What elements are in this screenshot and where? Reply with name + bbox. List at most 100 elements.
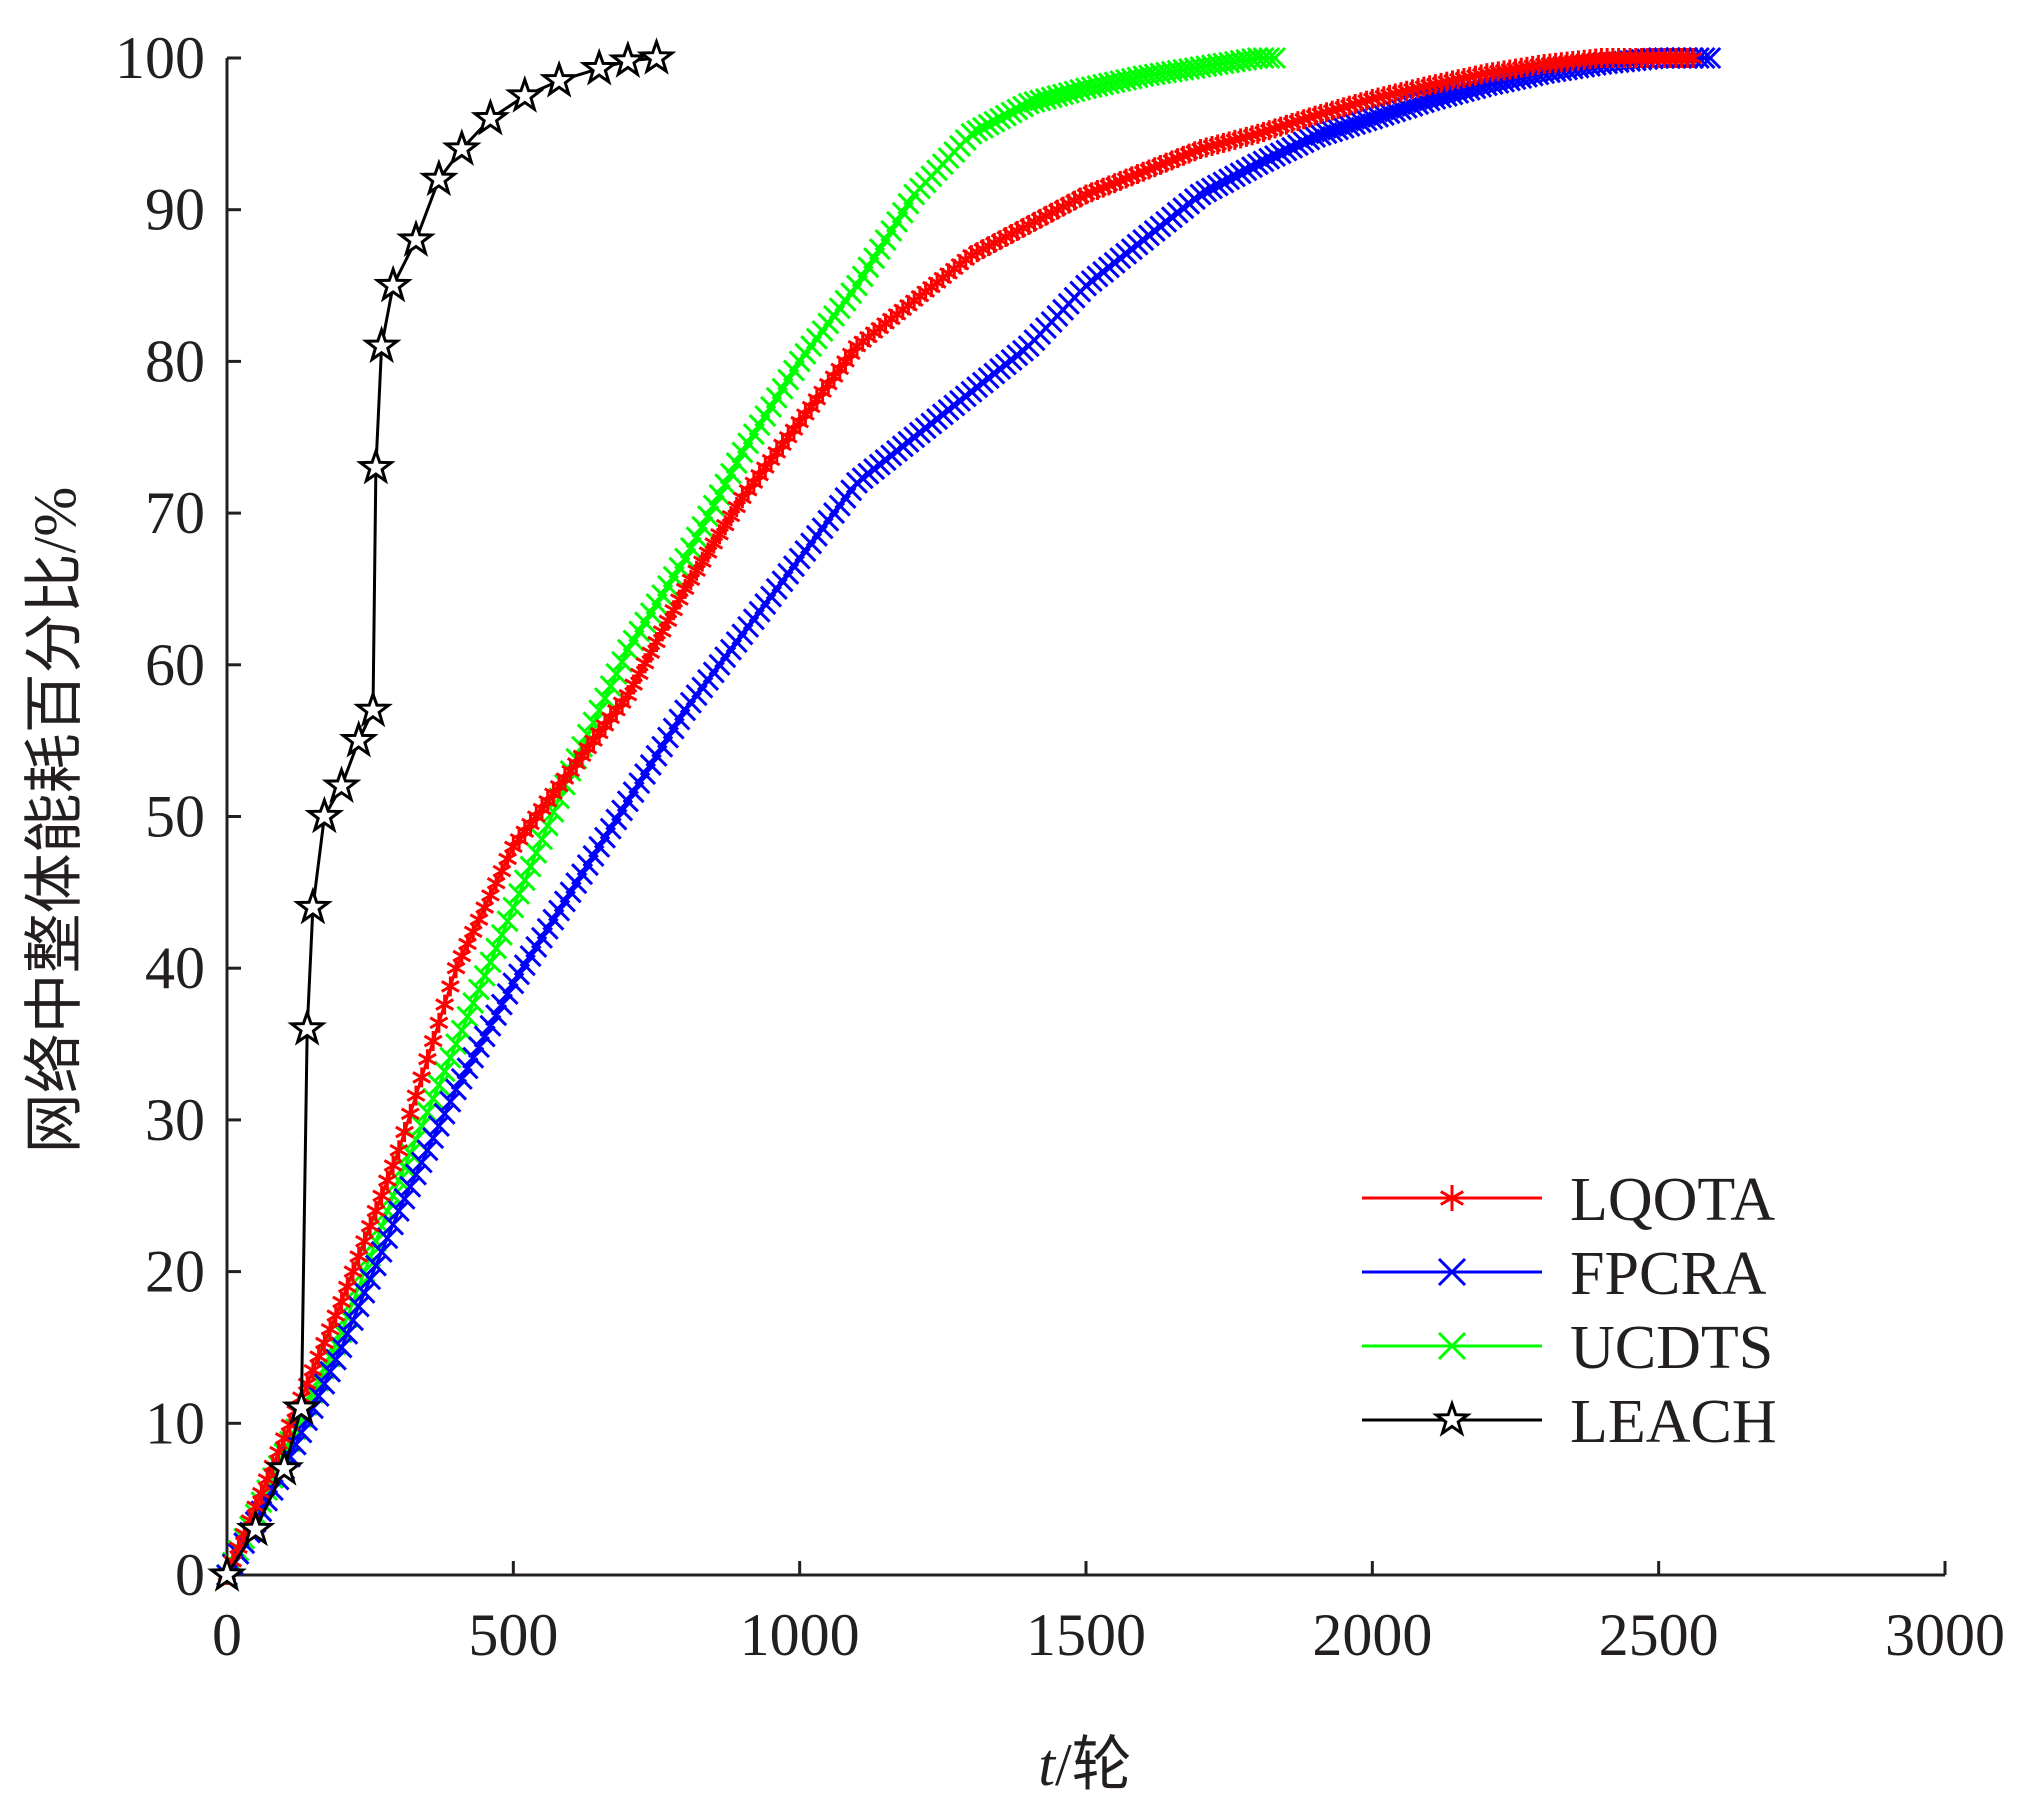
x-marker bbox=[393, 1187, 416, 1210]
x-marker bbox=[1189, 183, 1212, 206]
x-tick-label: 500 bbox=[468, 1602, 558, 1668]
asterisk-marker-stroke bbox=[532, 802, 552, 816]
asterisk-marker-stroke bbox=[612, 696, 632, 710]
asterisk-marker-stroke bbox=[343, 1265, 363, 1278]
x-marker bbox=[1246, 153, 1269, 176]
x-axis-label-rest: /轮 bbox=[1055, 1732, 1132, 1798]
y-tick-label: 90 bbox=[145, 177, 205, 243]
asterisk-marker-stroke bbox=[515, 825, 535, 838]
x-marker bbox=[496, 982, 519, 1006]
asterisk-marker-stroke bbox=[692, 555, 712, 568]
x-marker bbox=[983, 110, 1006, 133]
x-marker-stroke bbox=[1241, 156, 1264, 179]
x-marker bbox=[1206, 174, 1229, 197]
x-marker-stroke bbox=[336, 1322, 359, 1345]
x-marker-stroke bbox=[1195, 180, 1218, 203]
x-marker-stroke bbox=[1699, 46, 1722, 70]
x-marker-stroke bbox=[719, 462, 743, 485]
x-marker bbox=[502, 896, 525, 919]
x-marker-stroke bbox=[496, 910, 519, 933]
asterisk-marker-stroke bbox=[607, 704, 626, 717]
asterisk-marker-stroke bbox=[544, 787, 563, 801]
asterisk-marker bbox=[400, 1103, 420, 1124]
x-marker-stroke bbox=[536, 814, 559, 837]
x-marker-stroke bbox=[1229, 162, 1252, 185]
asterisk-marker bbox=[366, 1200, 386, 1221]
x-marker bbox=[605, 662, 628, 685]
x-marker bbox=[347, 1295, 370, 1318]
series-markers bbox=[217, 48, 1703, 1585]
x-marker-stroke bbox=[1246, 153, 1269, 176]
asterisk-marker-stroke bbox=[721, 509, 741, 523]
asterisk-marker-stroke bbox=[366, 1204, 386, 1218]
asterisk-marker-stroke bbox=[761, 453, 781, 467]
x-marker-stroke bbox=[324, 1348, 347, 1371]
legend-item: FPCRA bbox=[1362, 1240, 1767, 1308]
asterisk-marker-stroke bbox=[492, 864, 512, 878]
x-marker-stroke bbox=[1006, 98, 1029, 121]
x-marker-stroke bbox=[530, 828, 554, 851]
x-marker bbox=[376, 1227, 399, 1250]
x-marker bbox=[1286, 134, 1309, 157]
x-marker-stroke bbox=[353, 1281, 376, 1304]
asterisk-marker-stroke bbox=[246, 1500, 266, 1514]
x-marker-stroke bbox=[1269, 142, 1292, 165]
x-marker-stroke bbox=[519, 855, 542, 878]
x-marker-stroke bbox=[404, 1128, 428, 1151]
x-marker bbox=[1281, 136, 1304, 159]
x-marker-stroke bbox=[485, 1004, 508, 1027]
star-marker bbox=[419, 158, 459, 197]
x-marker bbox=[1006, 98, 1029, 121]
x-marker bbox=[433, 1102, 456, 1125]
asterisk-marker bbox=[377, 1170, 397, 1191]
x-marker-stroke bbox=[467, 1036, 491, 1059]
x-marker bbox=[479, 951, 502, 974]
x-marker-stroke bbox=[496, 982, 519, 1006]
asterisk-marker-stroke bbox=[229, 1541, 248, 1554]
x-marker bbox=[467, 978, 491, 1001]
x-marker-stroke bbox=[1200, 177, 1224, 200]
x-marker-stroke bbox=[977, 113, 1000, 136]
x-marker-stroke bbox=[422, 1127, 445, 1150]
x-marker bbox=[679, 536, 702, 560]
asterisk-marker-stroke bbox=[383, 1159, 403, 1172]
asterisk-marker bbox=[395, 1122, 414, 1143]
x-marker-stroke bbox=[479, 951, 502, 974]
x-marker-stroke bbox=[347, 1295, 370, 1318]
x-marker-stroke bbox=[410, 1114, 433, 1138]
star-marker bbox=[539, 59, 579, 98]
x-marker-stroke bbox=[502, 896, 525, 919]
asterisk-marker bbox=[429, 1012, 449, 1033]
asterisk-marker-stroke bbox=[498, 852, 518, 866]
x-marker-stroke bbox=[433, 1060, 456, 1083]
star-marker bbox=[281, 1387, 322, 1426]
x-marker bbox=[462, 1046, 485, 1069]
x-marker bbox=[1269, 142, 1292, 165]
y-tick-label: 40 bbox=[145, 935, 205, 1001]
x-marker bbox=[1011, 95, 1035, 118]
x-marker-stroke bbox=[330, 1336, 353, 1359]
asterisk-marker bbox=[406, 1085, 426, 1106]
x-marker-stroke bbox=[691, 515, 714, 538]
star-marker bbox=[373, 264, 413, 303]
asterisk-marker bbox=[372, 1185, 392, 1206]
x-marker-stroke bbox=[576, 723, 599, 746]
star-marker bbox=[361, 325, 402, 364]
star-marker bbox=[293, 886, 333, 925]
star-marker bbox=[396, 219, 436, 257]
x-marker-stroke bbox=[1235, 159, 1258, 182]
asterisk-marker-stroke bbox=[463, 925, 483, 939]
x-marker-stroke bbox=[1206, 174, 1229, 197]
x-marker-stroke bbox=[370, 1240, 393, 1263]
series-markers bbox=[207, 37, 677, 1592]
asterisk-marker-stroke bbox=[274, 1432, 294, 1445]
x-marker bbox=[416, 1101, 439, 1124]
x-marker bbox=[445, 1078, 468, 1101]
asterisk-marker-stroke bbox=[601, 711, 621, 725]
x-marker-stroke bbox=[427, 1073, 450, 1097]
x-marker-stroke bbox=[473, 1025, 496, 1048]
x-marker bbox=[719, 462, 743, 485]
x-marker bbox=[473, 1025, 496, 1048]
asterisk-marker-stroke bbox=[389, 1143, 409, 1157]
